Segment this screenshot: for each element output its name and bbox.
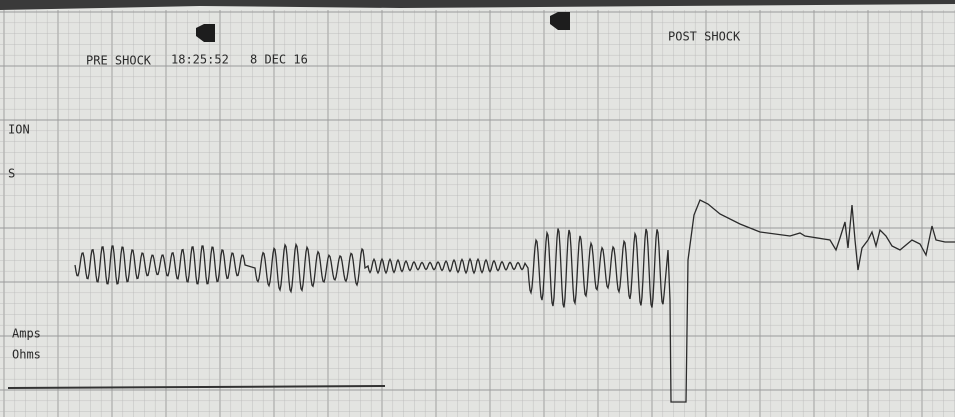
side-label: Amps <box>12 327 41 341</box>
side-label: Ohms <box>12 348 41 362</box>
side-label: S <box>8 167 15 181</box>
pre-shock-label: PRE SHOCK <box>86 54 152 68</box>
post-shock-label: POST SHOCK <box>668 30 741 44</box>
ecg-strip: PRE SHOCK 18:25:52 8 DEC 16 POST SHOCK I… <box>0 0 955 417</box>
time-label: 18:25:52 <box>171 53 229 67</box>
side-label: ION <box>8 123 30 137</box>
date-label: 8 DEC 16 <box>250 53 308 67</box>
